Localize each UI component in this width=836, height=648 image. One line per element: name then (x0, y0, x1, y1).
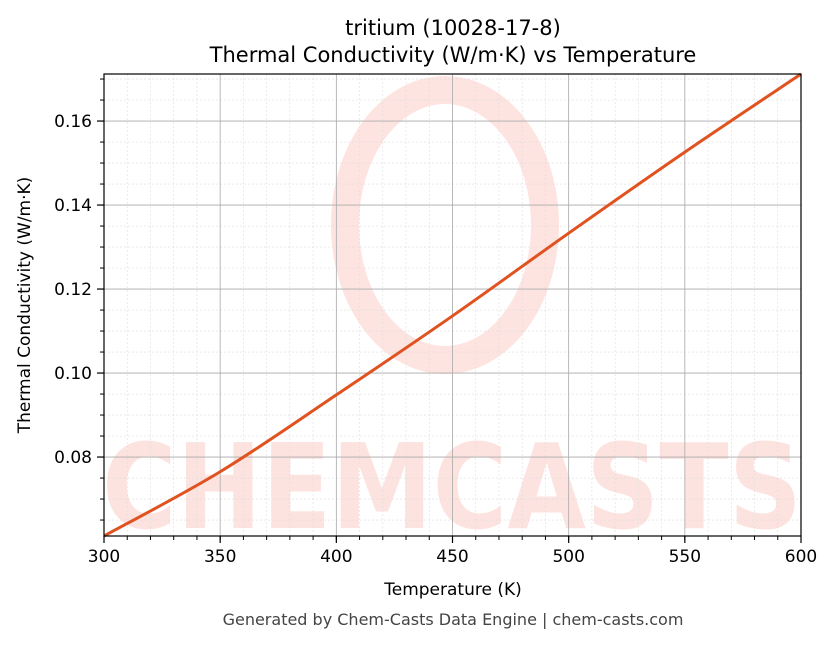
y-tick-label: 0.12 (54, 280, 92, 300)
x-tick-label: 450 (436, 547, 468, 567)
x-tick-label: 600 (785, 547, 817, 567)
series-line (103, 72, 802, 538)
watermark-logo: CHEMCASTS (102, 76, 802, 556)
y-axis-label: Thermal Conductivity (W/m·K) (15, 177, 35, 435)
x-tick-label: 550 (669, 547, 701, 567)
svg-text:CHEMCASTS: CHEMCASTS (102, 418, 802, 556)
chart-subtitle: Thermal Conductivity (W/m·K) vs Temperat… (209, 43, 697, 67)
y-tick-label: 0.10 (54, 364, 92, 384)
x-tick-label: 400 (320, 547, 352, 567)
chart-title: tritium (10028-17-8) (345, 16, 561, 40)
x-tick-label: 300 (88, 547, 120, 567)
plot-frame (103, 73, 802, 537)
y-tick-label: 0.08 (54, 448, 92, 468)
x-tick-label: 350 (204, 547, 236, 567)
footer-credit: Generated by Chem-Casts Data Engine | ch… (223, 610, 684, 629)
x-axis-label: Temperature (K) (383, 580, 522, 600)
y-tick-label: 0.14 (54, 196, 92, 216)
y-tick-label: 0.16 (54, 112, 92, 132)
x-tick-label: 500 (552, 547, 584, 567)
